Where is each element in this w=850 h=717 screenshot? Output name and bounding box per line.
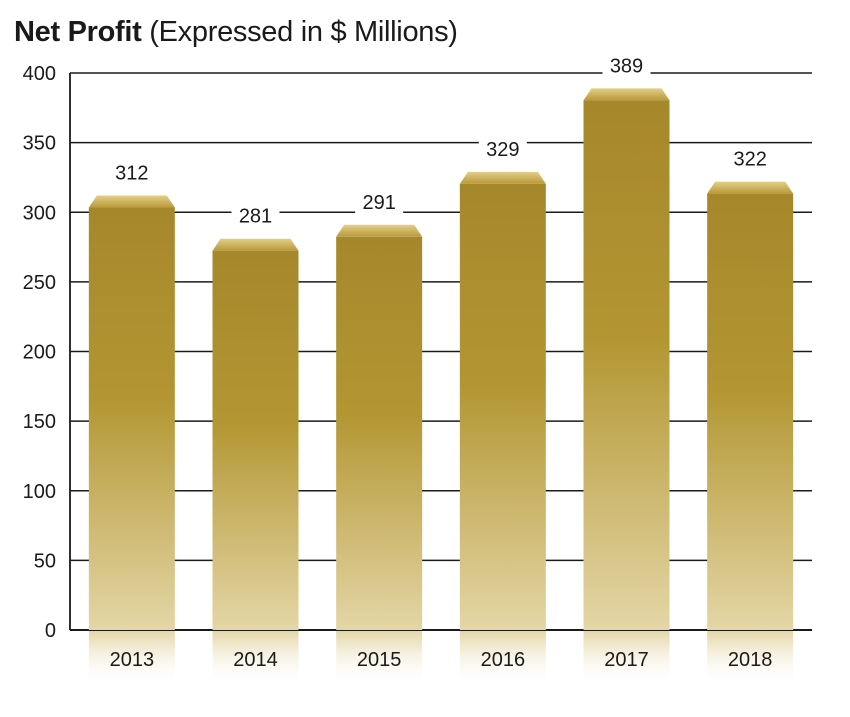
bar-cap [583,88,670,101]
x-tick-label: 2017 [604,649,649,671]
bar-cap [212,238,299,251]
bar-foot [583,631,670,687]
y-tick-label: 50 [34,550,56,572]
axis-layer: 0 50 100 150 200 250 300 350 400 [23,63,71,642]
y-tick-label: 250 [23,272,56,294]
bar [88,207,175,631]
bar-foot [459,631,546,687]
bar-cap [707,181,794,194]
data-label-bg [478,137,527,162]
x-tick-label: 2013 [110,649,155,671]
bar [212,250,299,630]
chart-subtitle: (Expressed in $ Millions) [149,16,458,48]
data-label: 291 [362,192,395,214]
label-layer: 312 2013 281 2014 291 2015 329 2016 389 2017 322 20… [107,54,775,671]
chart-title-main: Net Profit [14,16,142,48]
y-tick-label: 400 [23,63,56,85]
bar-cap [336,224,423,237]
y-tick-label: 150 [23,411,56,433]
data-label-bg [107,161,156,186]
data-label: 389 [610,55,643,77]
y-tick-label: 0 [45,620,56,642]
x-tick-label: 2018 [728,649,773,671]
bar-cap [459,171,546,184]
y-tick-label: 100 [23,481,56,503]
bar-foot [707,631,794,687]
data-label: 281 [239,206,272,228]
data-label: 329 [486,139,519,161]
x-tick-label: 2015 [357,649,402,671]
bar [583,100,670,630]
data-label-bg [231,204,280,229]
y-tick-label: 300 [23,202,56,224]
grid-layer [70,72,812,631]
chart-title: Net Profit (Expressed in $ Millions) [14,16,458,49]
data-label: 322 [733,149,766,171]
bar [707,193,794,631]
data-label: 312 [115,163,148,185]
bar [459,183,546,630]
bar-foot [212,631,299,687]
y-tick-label: 200 [23,342,56,364]
data-label-bg [726,147,775,172]
bar-foot [88,631,175,687]
bar-layer [88,88,794,687]
x-tick-label: 2014 [233,649,278,671]
bar-foot [336,631,423,687]
bar [336,236,423,630]
y-tick-label: 350 [23,133,56,155]
data-label-bg [602,54,651,79]
data-label-bg [355,190,404,215]
x-tick-label: 2016 [481,649,526,671]
bar-cap [88,195,175,208]
